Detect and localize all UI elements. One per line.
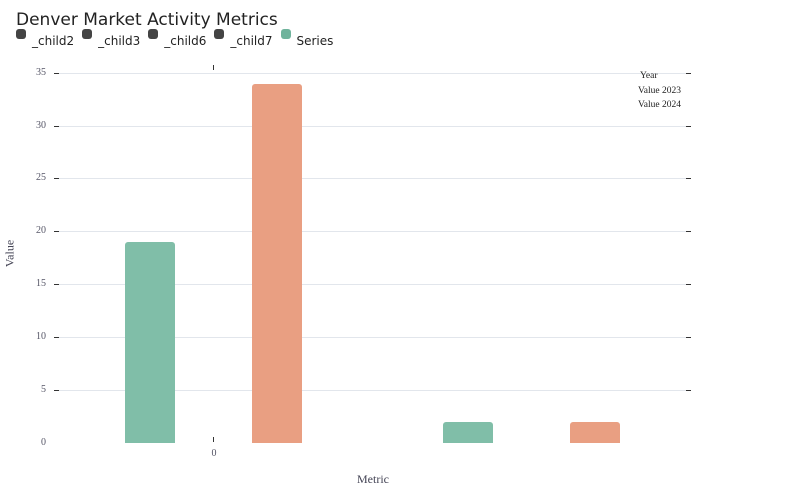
- y-tick: [54, 337, 59, 338]
- bar-2024-group1[interactable]: [252, 84, 302, 443]
- legend-label: _child6: [164, 34, 207, 48]
- y-tick-right: [686, 231, 691, 232]
- gridline: [57, 231, 688, 232]
- legend-item-child7[interactable]: _child7: [214, 28, 273, 48]
- gridline: [57, 284, 688, 285]
- bar-2024-group2[interactable]: [570, 422, 620, 443]
- y-tick-right: [686, 390, 691, 391]
- x-tick: [213, 437, 214, 442]
- x-tick-top: [213, 65, 214, 70]
- year-legend-item[interactable]: Value 2024: [638, 100, 682, 110]
- bar-2023-group1[interactable]: [125, 242, 175, 443]
- gridline: [57, 126, 688, 127]
- legend-label: _child2: [32, 34, 75, 48]
- gridline: [57, 178, 688, 179]
- y-tick-right: [686, 284, 691, 285]
- y-tick-label: 5: [41, 384, 46, 395]
- y-tick: [54, 231, 59, 232]
- y-tick-right: [686, 178, 691, 179]
- year-legend-title: Year: [640, 71, 658, 81]
- legend-swatch-icon: [16, 29, 26, 39]
- legend-swatch-icon: [280, 29, 291, 39]
- y-tick-right: [686, 126, 691, 127]
- legend-item-child6[interactable]: _child6: [148, 28, 206, 48]
- gridline: [57, 73, 688, 74]
- y-tick-right: [686, 337, 691, 338]
- y-axis-title: Value: [2, 239, 17, 268]
- y-tick-label: 15: [36, 278, 46, 289]
- legend: _child2 _child3 _child6 _child7 Series: [16, 28, 341, 48]
- y-tick: [54, 284, 59, 285]
- y-tick-label: 35: [36, 67, 46, 78]
- y-tick-label: 25: [36, 172, 46, 183]
- y-tick-right: [686, 73, 691, 74]
- y-tick-label: 20: [36, 225, 46, 236]
- y-tick: [54, 178, 59, 179]
- y-tick: [54, 126, 59, 127]
- y-tick-label: 10: [36, 331, 46, 342]
- year-legend-item[interactable]: Value 2023: [638, 85, 682, 96]
- gridline: [57, 390, 688, 391]
- x-axis-title: Metric: [357, 472, 389, 486]
- x-tick-label: 0: [211, 448, 217, 459]
- legend-label: Series: [296, 34, 334, 48]
- legend-label: _child7: [230, 34, 273, 48]
- bar-2023-group2[interactable]: [443, 422, 493, 443]
- y-tick: [54, 73, 59, 74]
- legend-swatch-icon: [148, 29, 159, 39]
- chart-title: Denver Market Activity Metrics: [16, 10, 278, 30]
- gridline: [57, 337, 688, 338]
- y-tick-label: 0: [41, 437, 46, 448]
- legend-swatch-icon: [214, 29, 225, 39]
- legend-item-series[interactable]: Series: [280, 28, 334, 48]
- y-tick-label: 30: [36, 120, 46, 131]
- legend-swatch-icon: [82, 29, 93, 39]
- legend-label: _child3: [98, 34, 141, 48]
- y-tick: [54, 390, 59, 391]
- year-legend: Year Value 2023 Value 2024: [638, 69, 681, 113]
- legend-item-child2[interactable]: _child2: [16, 28, 74, 48]
- legend-item-child3[interactable]: _child3: [82, 28, 140, 48]
